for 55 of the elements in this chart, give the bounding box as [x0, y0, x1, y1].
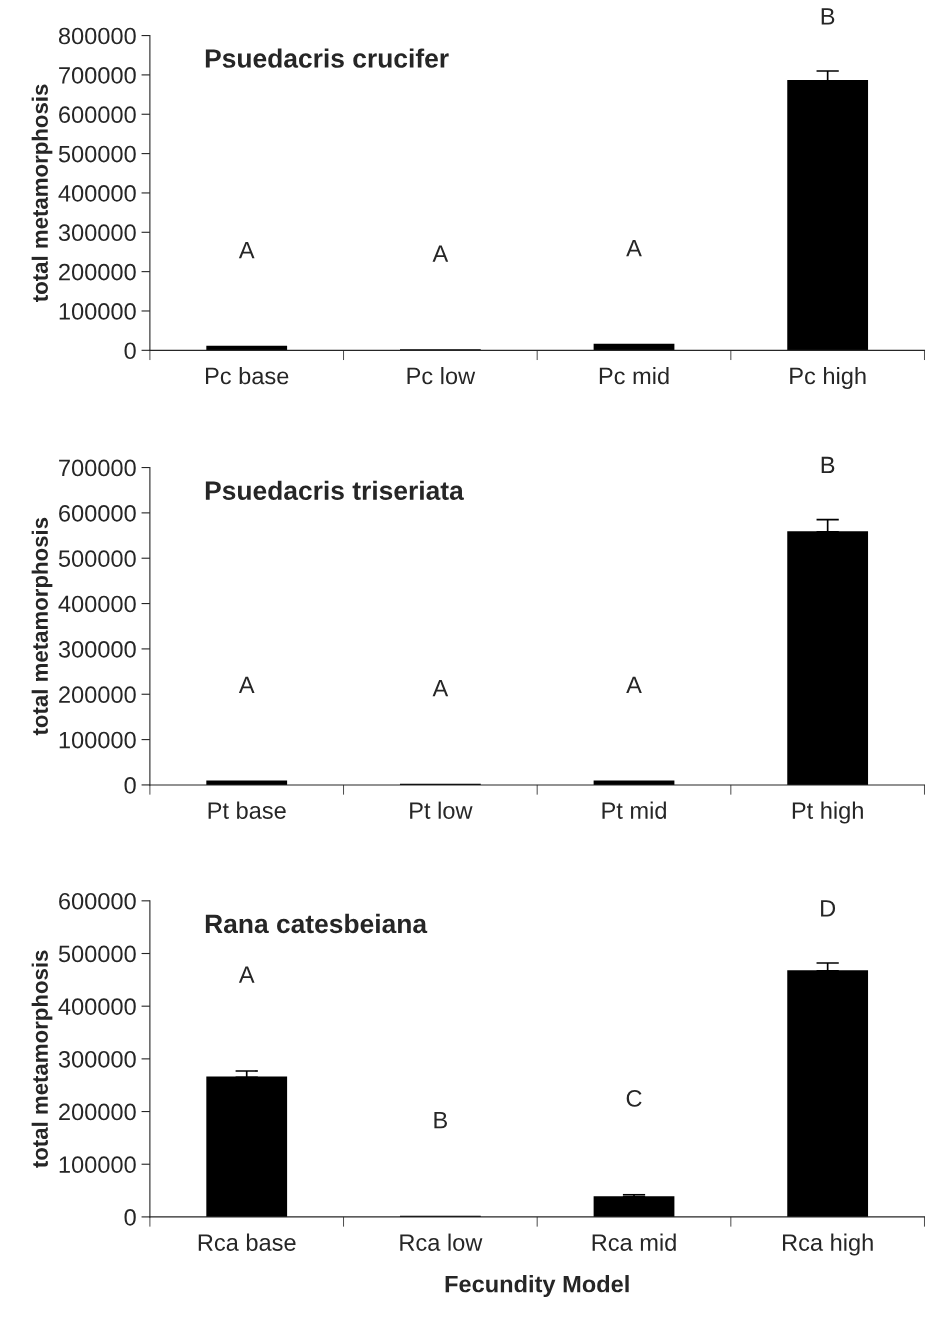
x-tick-label: Pt base [208, 801, 286, 819]
annotation: D [821, 900, 836, 917]
y-axis-title: total metamorphosis [31, 950, 53, 1168]
y-axis-title: total metamorphosis [31, 517, 53, 736]
x-tick-label: Pc high [790, 366, 866, 389]
y-axis-title: total metamorphosis [31, 84, 53, 302]
x-tick-label: Rca mid [592, 1233, 676, 1251]
y-tick-label: 100000 [59, 731, 136, 749]
y-tick-label: 600000 [59, 504, 136, 522]
y-tick-label: 100000 [59, 303, 136, 320]
y-tick-label: 800000 [58, 27, 136, 45]
x-axis-title: Fecundity Model [445, 1275, 629, 1298]
x-tick-label: Pt mid [602, 801, 666, 819]
y-tick-label: 400000 [58, 185, 136, 202]
x-tick-label: Pc mid [599, 366, 669, 385]
annotation: A [626, 676, 642, 694]
x-tick-label: Pt low [410, 801, 473, 819]
y-tick-label: 700000 [59, 459, 136, 477]
y-tick-label: 500000 [58, 945, 136, 963]
y-tick-label: 0 [124, 342, 136, 360]
y-tick-label: 300000 [58, 224, 136, 242]
text: B [821, 8, 835, 25]
y-tick-label: 400000 [58, 998, 136, 1015]
annotation: A [626, 239, 642, 257]
annotation: A [432, 245, 449, 262]
annotation: A [238, 966, 255, 983]
y-tick-label: 600000 [59, 106, 136, 124]
y-tick-label: 0 [124, 1208, 136, 1226]
y-tick-label: 300000 [58, 640, 136, 658]
annotation: A [432, 680, 449, 697]
y-tick-label: 200000 [59, 1103, 136, 1121]
y-tick-label: 600000 [59, 892, 136, 910]
x-tick-label: Rca low [400, 1233, 483, 1251]
annotation: A [238, 676, 255, 694]
y-tick-label: 200000 [59, 263, 136, 281]
chart-title: Psuedacris triseriata [205, 480, 464, 501]
y-tick-label: 200000 [59, 686, 136, 704]
x-tick-label: Rca high [783, 1233, 873, 1256]
y-tick-label: 400000 [58, 595, 136, 613]
x-tick-label: Pc base [206, 366, 289, 385]
chart-title: Rana catesbeiana [205, 913, 428, 934]
annotation: A [238, 241, 255, 259]
chart-title: Psuedacris crucifer [205, 48, 449, 68]
annotation: B [434, 1111, 447, 1129]
y-tick-label: 100000 [59, 1156, 136, 1174]
x-tick-label: Pt high [792, 801, 863, 824]
annotation: C [626, 1090, 642, 1107]
y-tick-label: 500000 [58, 145, 136, 163]
x-tick-label: Rca base [198, 1233, 296, 1251]
y-tick-label: 700000 [59, 66, 136, 84]
y-tick-label: 500000 [58, 550, 136, 568]
annotation: B [821, 456, 835, 474]
y-tick-label: 0 [124, 777, 136, 794]
x-tick-label: Pc low [407, 366, 476, 385]
y-tick-label: 300000 [58, 1050, 136, 1068]
